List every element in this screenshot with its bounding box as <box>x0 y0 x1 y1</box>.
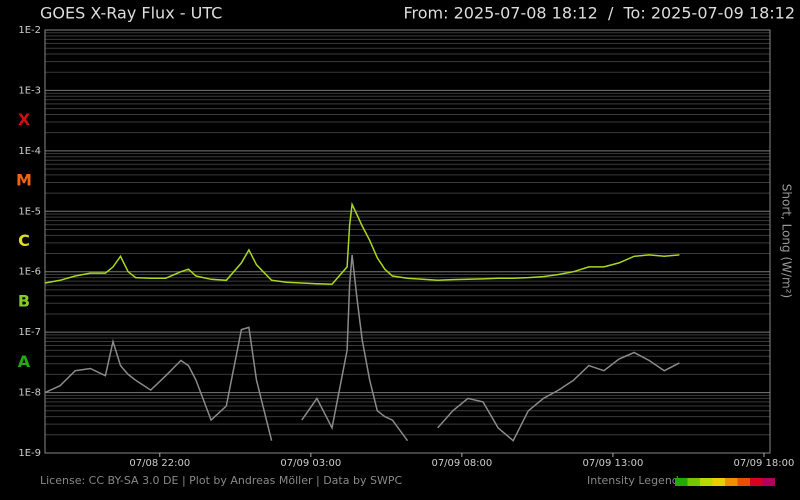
legend-swatch <box>737 478 750 486</box>
flare-class: C <box>18 231 30 250</box>
y-tick-label: 1E-7 <box>18 327 41 338</box>
y-tick-label: 1E-5 <box>18 206 41 217</box>
x-tick-label: 07/09 18:00 <box>734 458 795 469</box>
legend-swatch <box>675 478 688 486</box>
legend-swatch <box>687 478 700 486</box>
legend-swatch <box>762 478 775 486</box>
plot-frame <box>44 29 771 454</box>
flare-class: B <box>18 291 30 310</box>
y-tick-label: 1E-2 <box>18 25 41 36</box>
legend-swatch <box>725 478 738 486</box>
legend-label: Intensity Legend <box>587 474 679 487</box>
y-tick-label: 1E-8 <box>18 388 41 399</box>
series-line <box>44 254 680 442</box>
time-range: From: 2025-07-08 18:12 / To: 2025-07-09 … <box>403 4 795 23</box>
legend-swatch <box>750 478 763 486</box>
y-tick-label: 1E-4 <box>18 146 41 157</box>
x-tick-label: 07/09 03:00 <box>280 458 341 469</box>
x-tick-label: 07/09 13:00 <box>583 458 644 469</box>
series-line <box>44 201 680 286</box>
legend-swatch <box>712 478 725 486</box>
footer: License: CC BY-SA 3.0 DE | Plot by Andre… <box>40 474 402 487</box>
flare-class: A <box>18 352 31 371</box>
y-tick-label: 1E-9 <box>18 448 41 459</box>
x-tick-label: 07/09 08:00 <box>431 458 492 469</box>
legend-swatch <box>700 478 713 486</box>
x-tick-label: 07/08 22:00 <box>129 458 190 469</box>
chart-title: GOES X-Ray Flux - UTC <box>40 4 222 23</box>
y-tick-label: 1E-3 <box>18 85 41 96</box>
flare-class: X <box>18 110 31 129</box>
y-axis-label: Short, Long (W/m²) <box>780 184 794 298</box>
y-tick-label: 1E-6 <box>18 267 41 278</box>
flare-class: M <box>16 171 32 190</box>
